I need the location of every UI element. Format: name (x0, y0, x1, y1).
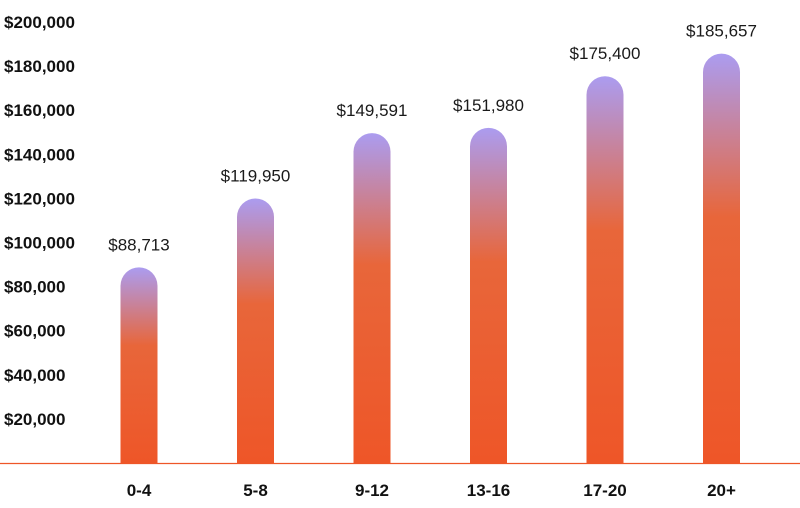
bar-9-12 (353, 133, 391, 463)
bar-17-20 (586, 76, 624, 464)
x-tick-label: 9-12 (355, 481, 389, 500)
y-tick-label: $60,000 (4, 322, 65, 341)
x-tick-label: 17-20 (583, 481, 626, 500)
y-tick-label: $120,000 (4, 189, 75, 208)
x-tick-label: 13-16 (467, 481, 510, 500)
y-tick-label: $20,000 (4, 410, 65, 429)
y-tick-label: $140,000 (4, 145, 75, 164)
data-label: $185,657 (686, 22, 757, 41)
y-axis: $20,000 $40,000 $60,000 $80,000 $100,000 $120… (4, 13, 75, 429)
y-tick-label: $40,000 (4, 366, 65, 385)
y-tick-label: $200,000 (4, 13, 75, 32)
x-tick-label: 5-8 (243, 481, 268, 500)
y-tick-label: $160,000 (4, 101, 75, 120)
bar-20+ (703, 53, 740, 464)
bar-13-16 (470, 127, 507, 463)
bar-5-8 (237, 198, 274, 464)
y-tick-label: $100,000 (4, 234, 75, 253)
x-axis: 0-4 5-8 9-12 13-16 17-20 20+ (0, 462, 800, 500)
x-tick-label: 20+ (707, 481, 736, 500)
data-label: $88,713 (108, 235, 169, 254)
data-label: $175,400 (570, 44, 641, 63)
data-label: $149,591 (337, 101, 408, 120)
bars (120, 53, 740, 464)
y-tick-label: $80,000 (4, 278, 65, 297)
bar-0-4 (120, 267, 158, 463)
data-labels: $88,713 $119,950 $149,591 $151,980 $175,400 $… (108, 22, 757, 255)
x-tick-label: 0-4 (127, 481, 152, 500)
data-label: $119,950 (221, 167, 291, 186)
y-tick-label: $180,000 (4, 57, 75, 76)
data-label: $151,980 (453, 96, 524, 115)
